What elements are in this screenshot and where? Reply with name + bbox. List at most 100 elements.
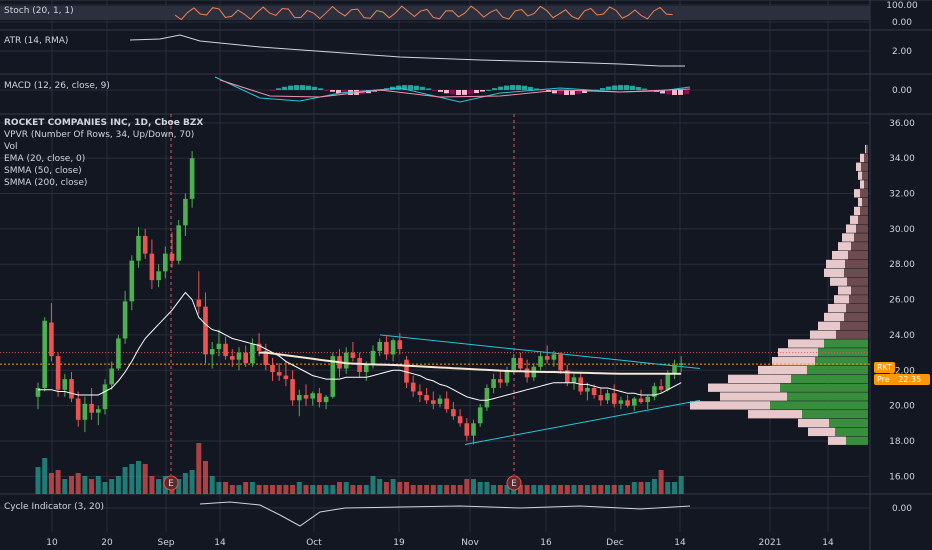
y-tick-label: 32.00 — [889, 190, 915, 200]
volume-bar — [95, 476, 101, 494]
vpvr-bar-down — [798, 418, 829, 428]
x-tick-label: Sep — [158, 538, 175, 548]
candle-body — [189, 158, 195, 199]
macd-histogram-bar — [612, 85, 617, 90]
candle-body — [42, 320, 47, 388]
vpvr-bar-up — [860, 189, 868, 198]
macd-histogram-bar — [402, 85, 407, 90]
macd-histogram-bar — [270, 90, 275, 91]
candle-body — [62, 379, 68, 390]
vpvr-bar-down — [860, 180, 864, 189]
macd-histogram-bar — [468, 90, 473, 95]
candle-body — [544, 356, 550, 360]
volume-bar — [35, 467, 41, 494]
vpvr-bar-down — [838, 242, 851, 251]
vpvr-bar-down — [842, 233, 854, 242]
candle-body — [424, 395, 429, 401]
candle-body — [169, 253, 175, 261]
volume-bar — [524, 485, 530, 494]
volume-bar — [62, 479, 68, 494]
candle-body — [230, 356, 235, 360]
vpvr-bar-up — [802, 410, 868, 419]
volume-bar — [484, 482, 490, 494]
candle-body — [49, 322, 54, 357]
candle-body — [451, 409, 456, 417]
vpvr-bar-down — [838, 286, 851, 295]
x-tick-label: 14 — [214, 538, 226, 548]
candle-body — [69, 379, 74, 399]
candle-body — [109, 368, 114, 385]
volume-bar — [89, 479, 95, 494]
volume-bar — [283, 485, 289, 494]
candle-body — [417, 391, 423, 396]
vpvr-bar-down — [824, 268, 844, 277]
smma-line — [259, 351, 682, 375]
vpvr-bar-down — [846, 224, 856, 233]
macd-histogram-bar — [522, 85, 527, 90]
candle-body — [598, 395, 604, 401]
candle-body — [437, 398, 443, 404]
vpvr-bar-up — [770, 401, 868, 410]
candle-body — [658, 386, 664, 390]
candle-body — [464, 423, 470, 436]
macd-histogram-bar — [414, 85, 419, 90]
candle-body — [444, 398, 449, 410]
vpvr-bar-down — [818, 321, 840, 331]
stoch-label: Stoch (20, 1, 1) — [4, 6, 74, 16]
candle-body — [678, 363, 684, 365]
vpvr-bar-up — [846, 436, 868, 445]
earnings-marker-label: E — [168, 479, 174, 489]
volume-bar — [464, 479, 470, 494]
macd-histogram-bar — [510, 85, 515, 90]
y-tick-label: 20.00 — [889, 402, 915, 412]
x-tick-label: 14 — [822, 538, 834, 548]
macd-tick-label: 0.00 — [892, 86, 912, 96]
vpvr-bar-down — [832, 250, 848, 260]
volume-bar — [316, 485, 322, 494]
volume-bar — [122, 467, 128, 494]
vpvr-bar-up — [815, 357, 868, 366]
vpvr-bar-up — [851, 242, 868, 251]
candle-body — [638, 398, 644, 403]
macd-histogram-bar — [426, 88, 431, 90]
volume-bar — [149, 476, 155, 494]
vpvr-bar-down — [858, 171, 862, 180]
volume-bar — [591, 485, 597, 494]
volume-bar — [658, 470, 664, 494]
macd-histogram-bar — [438, 90, 443, 92]
volume-bar — [176, 479, 182, 494]
candle-body — [384, 342, 389, 355]
volume-bar — [249, 482, 255, 494]
volume-bar — [397, 482, 403, 494]
atr-label: ATR (14, RMA) — [4, 36, 69, 46]
volume-bar — [517, 485, 523, 494]
vpvr-bar-down — [828, 436, 846, 445]
macd-histogram-bar — [582, 90, 587, 94]
legend-ema: EMA (20, close, 0) — [4, 154, 86, 164]
macd-histogram-bar — [564, 90, 569, 95]
x-tick-label: 16 — [540, 538, 552, 548]
candle-body — [404, 359, 409, 383]
volume-bar — [290, 485, 296, 494]
vpvr-bar-up — [787, 392, 868, 401]
volume-bar — [330, 485, 336, 494]
volume-bar — [504, 485, 510, 494]
y-tick-label: 34.00 — [889, 154, 915, 164]
volume-bar — [337, 482, 342, 494]
volume-bar — [243, 482, 249, 494]
candle-body — [35, 387, 41, 397]
candle-body — [605, 393, 610, 401]
indicator-legend: ROCKET COMPANIES INC, 1D, Cboe BZX VPVR … — [4, 117, 203, 189]
volume-bar — [203, 461, 208, 494]
x-tick-label: 20 — [101, 538, 113, 548]
candle-body — [203, 306, 208, 355]
volume-bar — [216, 482, 222, 494]
candle-body — [511, 357, 516, 371]
candle-body — [136, 235, 141, 261]
macd-histogram-bar — [540, 90, 545, 91]
macd-histogram-bar — [300, 85, 305, 90]
volume-bar — [182, 473, 188, 494]
candle-body — [645, 396, 650, 403]
volume-bar — [645, 482, 651, 494]
